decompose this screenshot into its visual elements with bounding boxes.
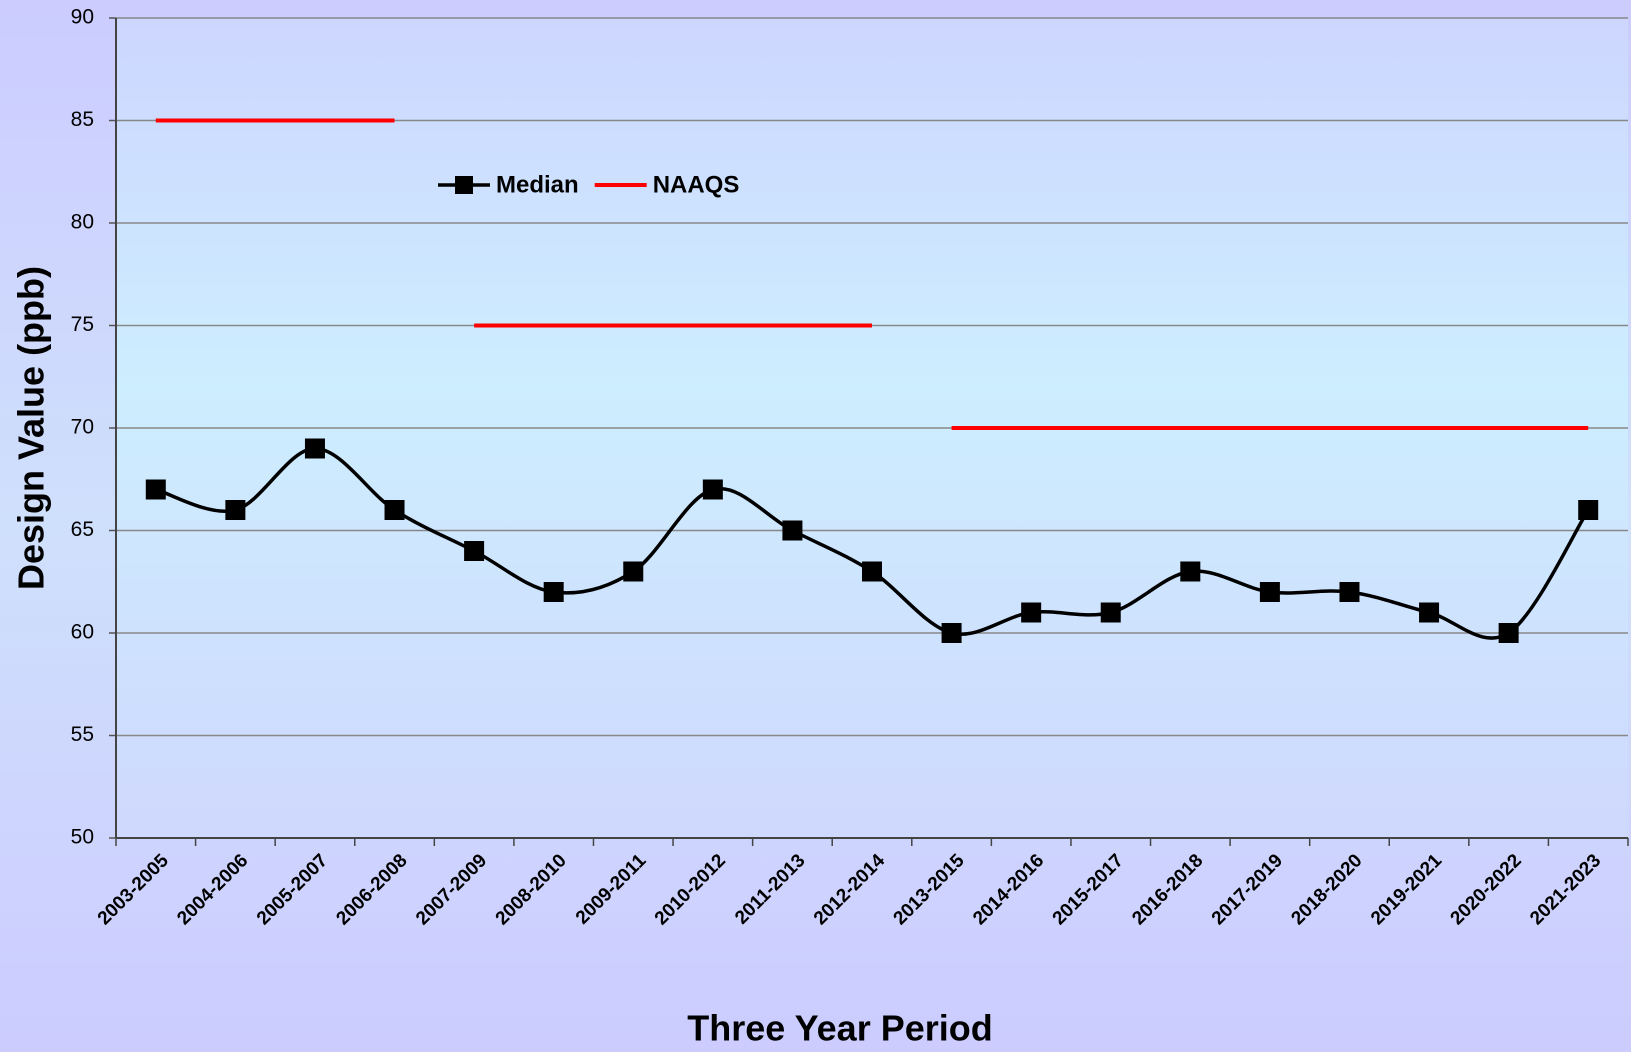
- marker: [1180, 561, 1201, 582]
- y-tick-label: 50: [71, 826, 94, 849]
- legend-label: NAAQS: [653, 171, 740, 198]
- y-axis-title: Design Value (ppb): [11, 266, 52, 590]
- marker: [941, 623, 962, 643]
- legend-marker: [455, 176, 473, 194]
- y-tick-label: 55: [71, 723, 94, 746]
- marker: [623, 561, 644, 582]
- marker: [384, 500, 405, 520]
- y-tick-label: 60: [71, 621, 94, 644]
- marker: [543, 582, 564, 602]
- x-axis-title: Three Year Period: [687, 1008, 993, 1049]
- y-tick-label: 70: [71, 416, 94, 439]
- marker: [1100, 602, 1121, 623]
- y-tick-label: 85: [71, 108, 94, 131]
- marker: [1259, 582, 1280, 602]
- legend: Median NAAQS: [438, 171, 739, 198]
- marker: [782, 520, 803, 541]
- y-tick-label: 80: [71, 211, 94, 234]
- marker: [862, 561, 882, 582]
- y-tick-label: 90: [71, 6, 94, 29]
- marker: [1498, 623, 1519, 643]
- y-tick-label: 65: [71, 518, 94, 541]
- marker: [1419, 602, 1440, 623]
- marker: [702, 479, 723, 500]
- marker: [1578, 500, 1599, 520]
- marker: [304, 438, 325, 459]
- marker: [1339, 582, 1360, 602]
- marker: [145, 479, 166, 500]
- y-tick-label: 75: [71, 313, 94, 336]
- marker: [225, 500, 246, 520]
- marker: [1021, 602, 1042, 623]
- legend-label: Median: [496, 171, 579, 198]
- marker: [464, 541, 485, 561]
